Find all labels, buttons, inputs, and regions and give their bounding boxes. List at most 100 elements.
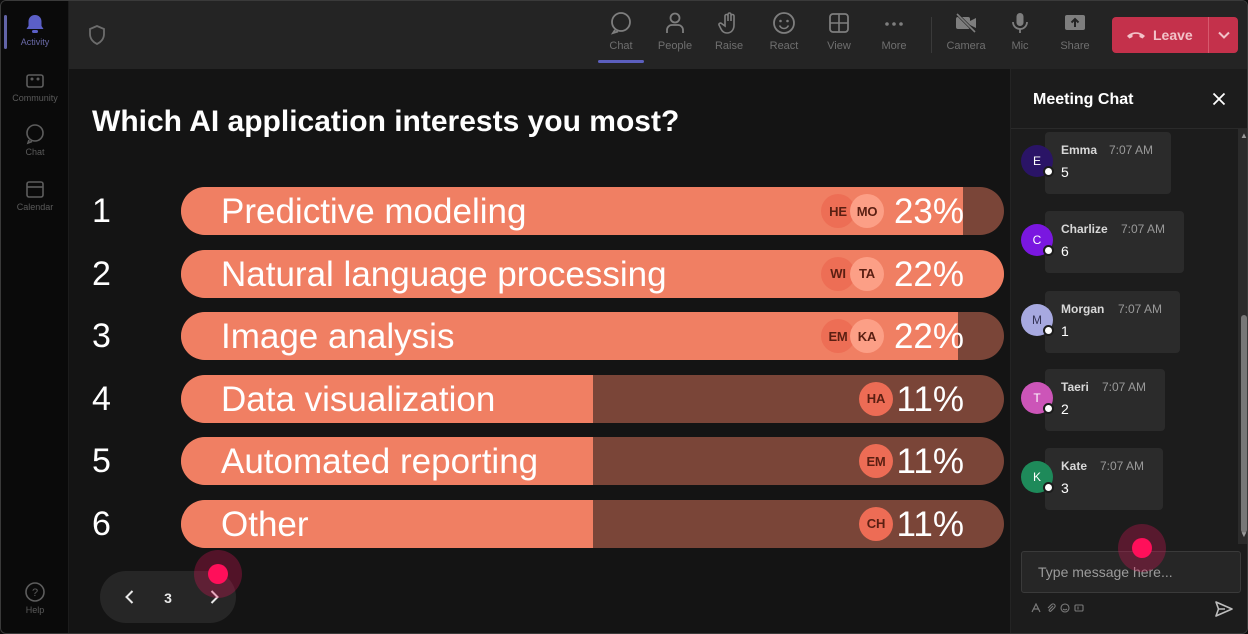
- pointer-indicator: [194, 550, 242, 598]
- voter-avatar: MO: [850, 194, 884, 228]
- voter-avatar: CH: [859, 506, 893, 541]
- mic-icon: [1012, 13, 1028, 33]
- toolbar-people-button[interactable]: People: [650, 11, 700, 63]
- option-number: 2: [92, 254, 111, 293]
- toolbar-label: Camera: [946, 40, 986, 52]
- avatar[interactable]: E: [1021, 145, 1054, 177]
- message-sender: Kate: [1061, 459, 1088, 473]
- option-result-bar: Automated reporting EM 11%: [181, 437, 1004, 485]
- scroll-down-icon[interactable]: ▼: [1240, 530, 1248, 539]
- avatar[interactable]: M: [1021, 304, 1054, 336]
- toolbar-camera-button[interactable]: Camera: [941, 11, 991, 63]
- option-percent: 11%: [896, 504, 964, 544]
- message-bubble: Taeri 7:07 AM 2: [1045, 369, 1165, 431]
- option-result-bar: Natural language processing WI TA 22%: [181, 249, 1004, 298]
- send-icon[interactable]: [1214, 599, 1234, 619]
- message-text: 2: [1061, 401, 1069, 417]
- option-number: 3: [92, 317, 111, 355]
- message-bubble: Kate 7:07 AM 3: [1045, 448, 1163, 510]
- rail-item-activity[interactable]: Activity: [1, 5, 69, 57]
- shield-icon[interactable]: [88, 25, 106, 45]
- chevron-down-icon[interactable]: [1214, 25, 1234, 45]
- avatar[interactable]: K: [1021, 461, 1054, 493]
- help-icon: ?: [25, 582, 45, 602]
- emoji-icon[interactable]: [1060, 603, 1070, 613]
- message-bubble: Emma 7:07 AM 5: [1045, 132, 1171, 194]
- chat-scrollbar[interactable]: ▲ ▼: [1238, 129, 1248, 544]
- chat-message: Taeri 7:07 AM 2 T: [1019, 366, 1199, 431]
- option-label: Data visualization: [221, 379, 496, 419]
- scrollbar-thumb[interactable]: [1241, 315, 1247, 533]
- toolbar-label: Chat: [609, 40, 633, 52]
- voter-avatar: HA: [859, 381, 893, 416]
- chat-message: Charlize 7:07 AM 6 C: [1019, 208, 1199, 273]
- chat-icon: [26, 124, 44, 145]
- rail-item-label: Calendar: [16, 202, 54, 212]
- chat-input-box[interactable]: [1021, 551, 1241, 593]
- toolbar-mic-button[interactable]: Mic: [995, 11, 1045, 63]
- message-sender: Emma: [1061, 143, 1098, 157]
- rail-item-chat[interactable]: Chat: [1, 115, 69, 167]
- message-sender: Charlize: [1061, 222, 1108, 236]
- message-sender: Taeri: [1061, 380, 1089, 394]
- rail-item-help[interactable]: ? Help: [1, 573, 69, 625]
- poll-option-row: 2 Natural language processing WI TA 22%: [92, 249, 1004, 298]
- scroll-up-icon[interactable]: ▲: [1240, 131, 1248, 140]
- rail-item-label: Chat: [25, 147, 45, 157]
- camera-off-icon: [955, 12, 977, 34]
- message-time: 7:07 AM: [1109, 143, 1154, 157]
- rail-item-community[interactable]: Community: [1, 61, 69, 113]
- hand-icon: [718, 12, 735, 34]
- option-result-bar: Image analysis EM KA 22%: [181, 312, 1004, 360]
- rail-item-label: Help: [25, 605, 45, 615]
- chat-header-divider: [1011, 128, 1247, 129]
- chat-message: Emma 7:07 AM 5 E: [1019, 129, 1199, 194]
- format-icon[interactable]: [1031, 603, 1041, 613]
- avatar[interactable]: T: [1021, 382, 1054, 414]
- smile-icon: [773, 12, 795, 34]
- toolbar-label: Raise: [714, 40, 744, 52]
- poll-option-row: 3 Image analysis EM KA 22%: [92, 312, 1004, 360]
- toolbar-label: People: [657, 40, 693, 52]
- message-time: 7:07 AM: [1100, 459, 1145, 473]
- option-result-bar: Predictive modeling HE MO 23%: [181, 187, 1004, 235]
- voter-avatar: KA: [850, 319, 884, 353]
- chat-message-input[interactable]: [1022, 552, 1240, 592]
- option-percent: 23%: [893, 192, 964, 231]
- message-bubble: Charlize 7:07 AM 6: [1045, 211, 1184, 273]
- attach-icon[interactable]: [1046, 603, 1056, 613]
- leave-button[interactable]: Leave: [1112, 17, 1238, 53]
- chevron-right-icon[interactable]: [204, 587, 224, 607]
- rail-item-calendar[interactable]: Calendar: [1, 170, 69, 222]
- voter-avatar: TA: [850, 256, 884, 291]
- presence-indicator: [1043, 245, 1054, 256]
- message-time: 7:07 AM: [1102, 380, 1147, 394]
- option-label: Other: [221, 504, 309, 544]
- more-icon: [885, 22, 903, 26]
- toolbar-share-button[interactable]: Share: [1050, 11, 1100, 63]
- message-text: 3: [1061, 480, 1069, 496]
- gif-icon[interactable]: [1074, 603, 1084, 613]
- avatar-initial: T: [1033, 391, 1041, 405]
- poll-question: Which AI application interests you most?: [92, 105, 680, 138]
- community-icon: [26, 74, 44, 88]
- toolbar-more-button[interactable]: More: [869, 11, 919, 63]
- toolbar-chat-button[interactable]: Chat: [596, 11, 646, 63]
- chat-panel-title: Meeting Chat: [1033, 91, 1134, 108]
- close-icon[interactable]: [1210, 90, 1228, 108]
- option-percent: 11%: [896, 379, 964, 419]
- option-label: Predictive modeling: [221, 192, 527, 231]
- option-result-fill: [181, 374, 593, 423]
- toolbar-raise-button[interactable]: Raise: [704, 11, 754, 63]
- toolbar-view-button[interactable]: View: [814, 11, 864, 63]
- option-number: 1: [92, 192, 111, 230]
- option-percent: 22%: [893, 254, 964, 294]
- message-text: 6: [1061, 243, 1069, 259]
- avatar[interactable]: C: [1021, 224, 1054, 256]
- chevron-left-icon[interactable]: [120, 587, 140, 607]
- toolbar-react-button[interactable]: React: [759, 11, 809, 63]
- poll-option-row: 5 Automated reporting EM 11%: [92, 437, 1004, 485]
- people-icon: [666, 12, 684, 33]
- voter-avatar: EM: [859, 444, 893, 478]
- bell-icon: [26, 15, 44, 33]
